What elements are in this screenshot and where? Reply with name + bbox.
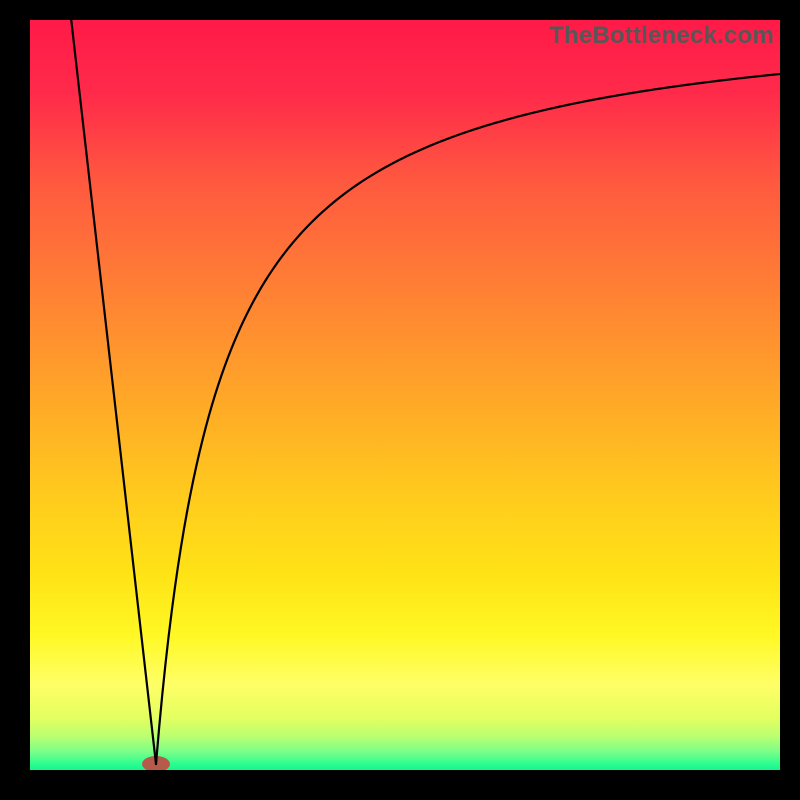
chart-frame: TheBottleneck.com <box>0 0 800 800</box>
curve-right-branch <box>156 74 780 764</box>
curve-left-branch <box>71 20 156 764</box>
curve-layer <box>30 20 780 770</box>
plot-area <box>30 20 780 770</box>
watermark-text: TheBottleneck.com <box>549 22 774 50</box>
